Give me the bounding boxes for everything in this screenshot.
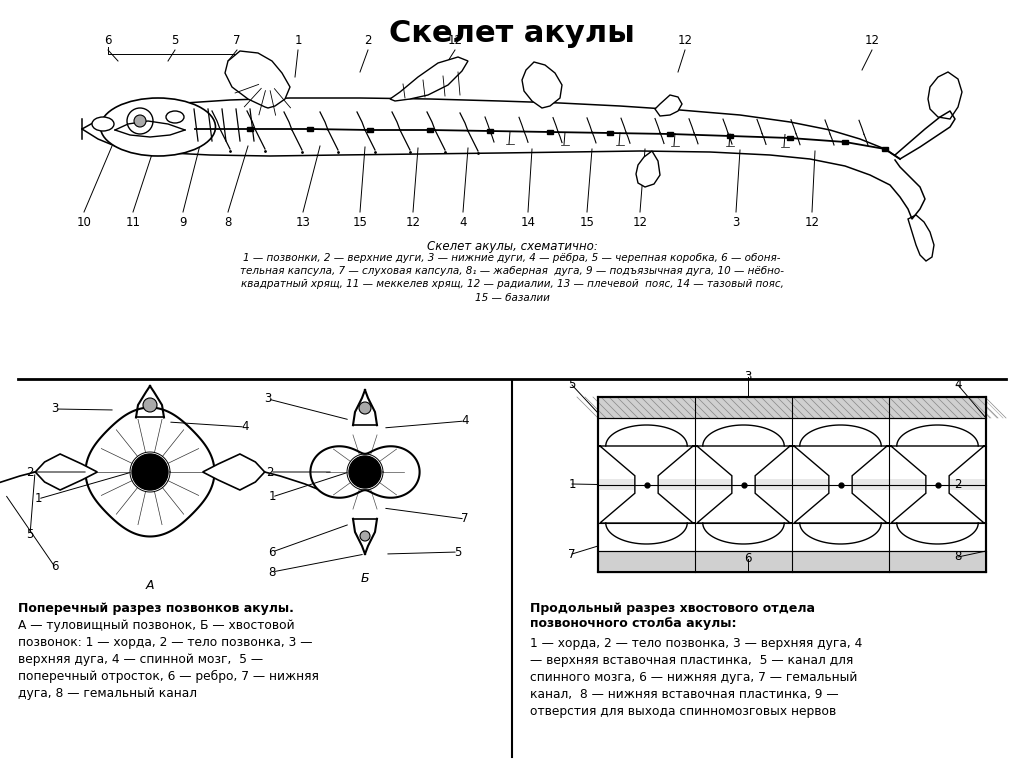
Text: 12: 12 (633, 216, 647, 229)
Text: 7: 7 (568, 548, 575, 561)
Text: 12: 12 (447, 34, 463, 47)
Bar (487, 129, 493, 133)
Polygon shape (86, 407, 214, 536)
Polygon shape (522, 62, 562, 108)
Text: 14: 14 (520, 216, 536, 229)
Text: 4: 4 (242, 420, 249, 433)
Polygon shape (598, 446, 695, 523)
Circle shape (359, 402, 371, 414)
Circle shape (349, 456, 381, 488)
Text: 12: 12 (864, 34, 880, 47)
Text: 2: 2 (266, 466, 273, 479)
Text: 8: 8 (954, 551, 962, 564)
Ellipse shape (166, 111, 184, 123)
Polygon shape (636, 151, 660, 187)
Text: 7: 7 (461, 512, 469, 525)
Bar (667, 132, 673, 136)
Circle shape (134, 115, 146, 127)
Circle shape (360, 531, 370, 541)
Bar (598, 397, 986, 572)
Polygon shape (695, 446, 792, 523)
Bar (787, 136, 793, 140)
Text: Скелет акулы: Скелет акулы (389, 19, 635, 48)
Polygon shape (203, 454, 264, 490)
Polygon shape (225, 51, 290, 108)
Ellipse shape (100, 98, 215, 156)
Text: Б: Б (360, 572, 370, 585)
Text: 8: 8 (268, 565, 275, 578)
Text: 12: 12 (678, 34, 692, 47)
Text: 13: 13 (296, 216, 310, 229)
Polygon shape (655, 95, 682, 116)
Text: 4: 4 (954, 378, 962, 391)
Text: 2: 2 (365, 34, 372, 47)
Text: 12: 12 (406, 216, 421, 229)
Text: 5: 5 (568, 378, 575, 391)
Text: 3: 3 (732, 216, 739, 229)
Bar (427, 128, 433, 132)
Text: 1: 1 (268, 491, 275, 503)
Text: 6: 6 (744, 552, 752, 565)
Bar (247, 127, 253, 131)
Text: А — туловищный позвонок, Б — хвостовой
позвонок: 1 — хорда, 2 — тело позвонка, 3: А — туловищный позвонок, Б — хвостовой п… (18, 619, 318, 700)
Text: 9: 9 (179, 216, 186, 229)
Bar (367, 128, 373, 132)
Circle shape (132, 454, 168, 490)
Text: 1 — позвонки, 2 — верхние дуги, 3 — нижние дуги, 4 — рёбра, 5 — черепная коробка: 1 — позвонки, 2 — верхние дуги, 3 — нижн… (240, 253, 784, 303)
Text: 4: 4 (459, 216, 467, 229)
Circle shape (127, 108, 153, 134)
Text: 8: 8 (224, 216, 231, 229)
Text: 7: 7 (233, 34, 241, 47)
Text: 6: 6 (268, 545, 275, 558)
Polygon shape (908, 215, 934, 261)
Bar (307, 127, 313, 131)
Text: 4: 4 (461, 414, 469, 427)
Text: 10: 10 (77, 216, 91, 229)
Bar (607, 131, 613, 135)
Polygon shape (889, 446, 986, 523)
Polygon shape (928, 72, 962, 119)
Text: 15: 15 (352, 216, 368, 229)
Text: Поперечный разрез позвонков акулы.: Поперечный разрез позвонков акулы. (18, 602, 294, 615)
Text: А: А (145, 579, 155, 592)
Polygon shape (390, 57, 468, 101)
Text: 6: 6 (104, 34, 112, 47)
Text: 12: 12 (805, 216, 819, 229)
Text: 3: 3 (51, 403, 58, 416)
Text: 2: 2 (27, 466, 34, 479)
Polygon shape (792, 446, 889, 523)
Bar (842, 140, 848, 144)
Text: 6: 6 (51, 561, 58, 574)
Text: 5: 5 (27, 528, 34, 542)
Text: 1: 1 (294, 34, 302, 47)
Bar (598, 551, 986, 572)
Polygon shape (35, 454, 97, 490)
Bar (882, 147, 888, 151)
Text: 3: 3 (264, 393, 271, 406)
Bar (547, 130, 553, 134)
Text: 15: 15 (580, 216, 595, 229)
Text: 1: 1 (34, 492, 42, 505)
Text: Скелет акулы, схематично:: Скелет акулы, схематично: (427, 240, 597, 253)
Polygon shape (310, 446, 420, 498)
Text: Продольный разрез хвостового отдела
позвоночного столба акулы:: Продольный разрез хвостового отдела позв… (530, 602, 815, 630)
Text: 3: 3 (744, 370, 752, 384)
Text: 1 — хорда, 2 — тело позвонка, 3 — верхняя дуга, 4
— верхняя вставочная пластинка: 1 — хорда, 2 — тело позвонка, 3 — верхня… (530, 637, 862, 718)
Text: 1: 1 (568, 478, 575, 491)
Bar (598, 397, 986, 418)
Circle shape (143, 398, 157, 412)
Text: 11: 11 (126, 216, 140, 229)
Text: 2: 2 (954, 478, 962, 491)
Bar (727, 134, 733, 138)
Ellipse shape (92, 117, 114, 131)
Bar (598, 479, 986, 490)
Text: 5: 5 (455, 545, 462, 558)
Text: 5: 5 (171, 34, 178, 47)
